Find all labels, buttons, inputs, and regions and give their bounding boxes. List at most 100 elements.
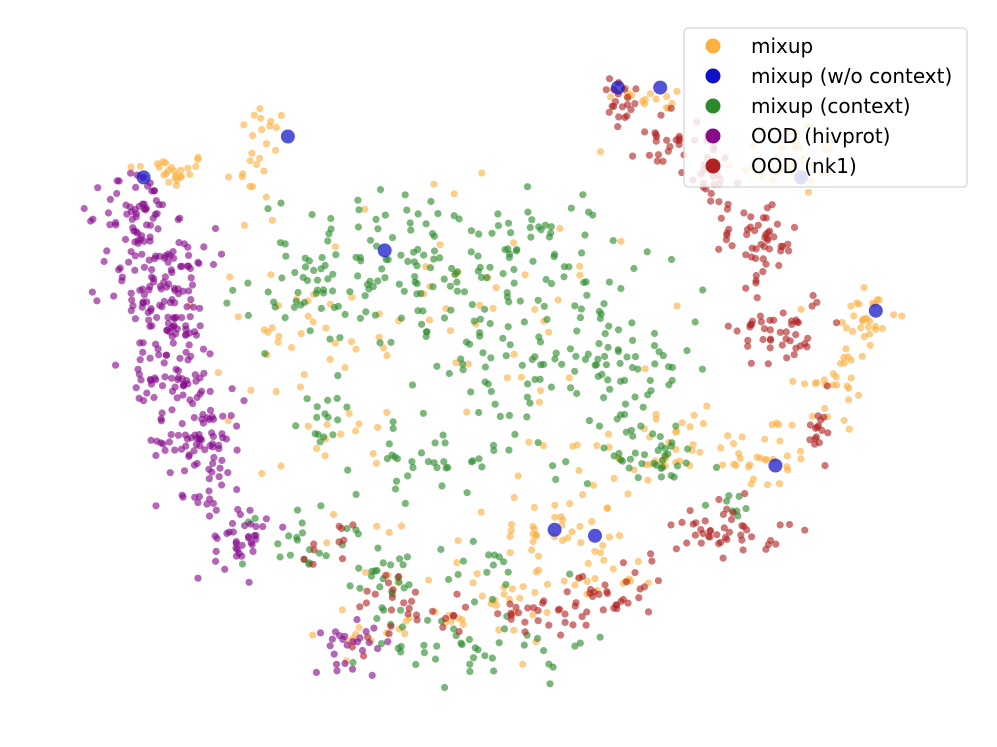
point-ood-hivprot xyxy=(123,210,131,218)
point-ood-hivprot xyxy=(384,638,392,646)
point-mixup-context xyxy=(366,236,375,244)
point-ood-hivprot xyxy=(233,446,241,454)
point-mixup xyxy=(184,164,192,172)
point-mixup xyxy=(617,237,625,245)
point-ood-nk1 xyxy=(752,271,760,280)
point-mixup xyxy=(729,440,738,448)
point-ood-nk1 xyxy=(744,342,752,350)
point-mixup-context xyxy=(528,216,536,224)
point-ood-nk1 xyxy=(787,317,796,325)
point-mixup-context xyxy=(439,431,447,439)
point-ood-hivprot xyxy=(194,499,202,507)
point-mixup-context xyxy=(628,319,636,327)
point-mixup xyxy=(272,123,280,131)
point-ood-nk1 xyxy=(400,599,408,607)
point-ood-nk1 xyxy=(738,522,746,530)
point-ood-nk1 xyxy=(664,147,672,155)
point-mixup-context xyxy=(453,287,461,295)
point-ood-nk1 xyxy=(521,618,529,626)
point-mixup xyxy=(596,549,605,557)
point-ood-hivprot xyxy=(171,314,179,323)
point-mixup xyxy=(425,316,434,324)
point-mixup xyxy=(383,408,391,417)
point-mixup xyxy=(747,480,755,488)
point-mixup-context xyxy=(502,352,510,360)
point-mixup-context xyxy=(531,353,539,361)
point-ood-nk1 xyxy=(605,75,614,83)
point-mixup xyxy=(610,474,618,482)
point-mixup xyxy=(576,262,584,270)
point-ood-hivprot xyxy=(151,255,159,263)
point-mixup-context xyxy=(571,367,579,375)
point-mixup xyxy=(678,419,686,427)
point-mixup xyxy=(858,352,866,360)
point-mixup xyxy=(172,181,180,190)
point-ood-nk1 xyxy=(759,255,767,263)
point-mixup-context xyxy=(285,532,293,540)
point-ood-nk1 xyxy=(654,577,663,585)
point-ood-hivprot xyxy=(211,532,219,540)
point-ood-nk1 xyxy=(784,240,792,248)
point-mixup-context xyxy=(431,439,439,447)
point-mixup-context xyxy=(414,210,422,218)
point-mixup xyxy=(652,95,660,103)
point-mixup-context xyxy=(445,369,453,378)
point-ood-hivprot xyxy=(146,322,154,330)
point-ood-hivprot xyxy=(198,415,206,423)
point-mixup-context xyxy=(397,606,405,614)
point-ood-nk1 xyxy=(412,611,421,619)
point-ood-hivprot xyxy=(146,354,154,362)
point-ood-hivprot xyxy=(217,250,226,258)
point-mixup-context xyxy=(387,338,395,346)
point-mixup-context xyxy=(409,464,417,472)
point-ood-nk1 xyxy=(715,495,723,504)
point-ood-nk1 xyxy=(362,599,370,607)
point-ood-hivprot xyxy=(168,268,176,276)
point-ood-nk1 xyxy=(631,569,639,577)
point-ood-hivprot xyxy=(145,316,153,324)
point-ood-nk1 xyxy=(619,559,628,567)
point-mixup-context xyxy=(319,289,328,297)
point-mixup-context xyxy=(450,212,458,220)
point-ood-hivprot xyxy=(312,668,320,677)
point-mixup-context xyxy=(349,658,357,667)
point-mixup-context xyxy=(541,221,550,229)
point-mixup xyxy=(539,442,548,450)
point-mixup xyxy=(543,608,551,617)
point-ood-hivprot xyxy=(238,541,246,549)
point-ood-hivprot xyxy=(179,493,187,501)
point-ood-hivprot xyxy=(191,431,199,439)
point-ood-nk1 xyxy=(644,608,653,616)
point-ood-hivprot xyxy=(247,520,255,528)
point-mixup xyxy=(878,325,887,333)
point-ood-nk1 xyxy=(545,621,553,629)
point-mixup-context xyxy=(524,380,532,388)
point-mixup-context xyxy=(629,432,637,440)
point-mixup-context xyxy=(540,302,548,310)
point-ood-hivprot xyxy=(163,283,171,291)
point-ood-nk1 xyxy=(760,325,769,333)
point-ood-hivprot xyxy=(206,406,215,414)
point-mixup-context xyxy=(404,257,412,265)
point-mixup-context xyxy=(643,248,651,256)
point-mixup-context xyxy=(605,322,613,330)
point-ood-nk1 xyxy=(589,592,597,601)
point-ood-nk1 xyxy=(742,251,750,259)
point-ood-hivprot xyxy=(215,441,223,449)
point-mixup-context xyxy=(592,361,601,369)
point-mixup xyxy=(804,188,813,196)
point-ood-hivprot xyxy=(168,296,176,304)
point-ood-hivprot xyxy=(365,639,373,647)
point-mixup-context xyxy=(596,633,604,641)
point-mixup-context xyxy=(490,446,498,455)
point-ood-hivprot xyxy=(174,431,182,439)
point-mixup-context xyxy=(491,400,499,408)
point-mixup xyxy=(603,504,611,513)
point-mixup-context xyxy=(625,464,633,472)
point-mixup-context xyxy=(320,433,328,441)
point-ood-nk1 xyxy=(561,618,569,627)
point-mixup-context xyxy=(469,537,477,546)
point-mixup xyxy=(836,359,845,367)
point-ood-nk1 xyxy=(792,331,800,339)
point-ood-nk1 xyxy=(723,205,732,213)
